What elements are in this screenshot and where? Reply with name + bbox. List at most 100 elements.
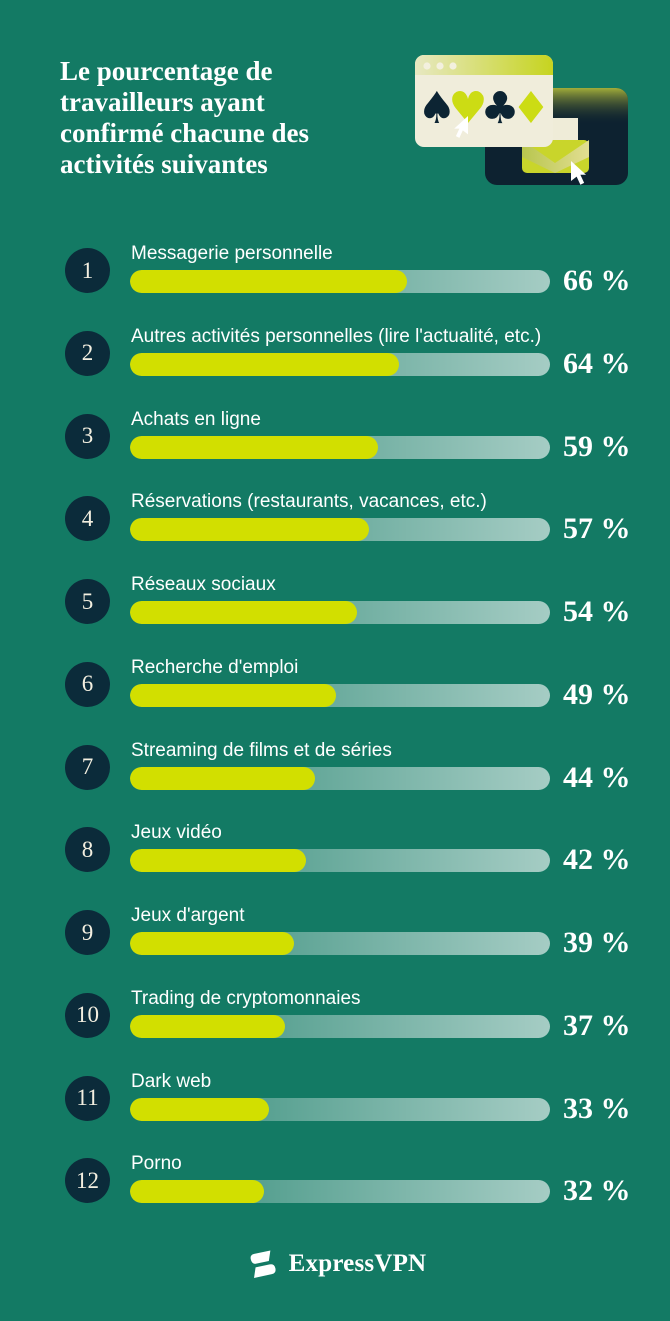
bar-track xyxy=(130,683,550,707)
bar-track xyxy=(130,352,550,376)
bar-track xyxy=(130,932,550,955)
rank-badge: 7 xyxy=(65,744,110,790)
chart-row: 1 Messagerie personnelle 66 % xyxy=(0,240,670,323)
activity-label: Porno xyxy=(131,1153,182,1175)
cursor-icon xyxy=(454,116,468,138)
activity-label: Streaming de films et de séries xyxy=(131,739,392,761)
activity-label: Dark web xyxy=(131,1070,212,1092)
value-label: 49 % xyxy=(563,677,631,711)
cursor-icon xyxy=(571,161,586,185)
chart-row: 10 Trading de cryptomonnaies 37 % xyxy=(0,985,670,1068)
rank-badge: 9 xyxy=(65,910,110,955)
rank-badge: 4 xyxy=(65,496,110,542)
activity-label: Messagerie personnelle xyxy=(131,243,333,264)
value-label: 33 % xyxy=(563,1091,631,1125)
brand-logo: ExpressVPN xyxy=(0,1244,670,1284)
bar-fill xyxy=(130,849,307,873)
chart-row: 2 Autres activités personnelles (lire l'… xyxy=(0,323,670,406)
bar-track xyxy=(130,1014,550,1038)
value-label: 32 % xyxy=(563,1174,631,1208)
value-label: 57 % xyxy=(563,512,631,546)
diamond-icon: ♦ xyxy=(511,83,550,134)
rank-badge: 3 xyxy=(65,413,110,459)
rank-badge: 5 xyxy=(65,579,110,624)
bar-track xyxy=(130,518,550,542)
bar-fill xyxy=(130,1180,265,1204)
bar-fill xyxy=(130,435,378,459)
spade-icon: ♠ xyxy=(417,83,456,134)
bar-track xyxy=(130,849,550,873)
activity-label: Autres activités personnelles (lire l'ac… xyxy=(131,325,542,347)
rank-number: 4 xyxy=(81,505,94,531)
bar-track xyxy=(130,766,550,790)
rank-badge: 10 xyxy=(65,992,110,1038)
rank-number: 1 xyxy=(81,257,94,283)
bar-track xyxy=(130,270,550,293)
browser-window-icon: ♠ ♥ ♣ ♦ xyxy=(415,55,553,147)
rank-badge: 11 xyxy=(65,1075,110,1121)
chart-row: 3 Achats en ligne 59 % xyxy=(0,406,670,489)
bar-track xyxy=(130,601,550,624)
value-label: 44 % xyxy=(563,760,631,794)
bar-fill xyxy=(130,1097,269,1121)
value-label: 66 % xyxy=(563,264,631,297)
expressvpn-logomark-icon xyxy=(250,1250,276,1278)
bar-fill xyxy=(130,352,399,376)
rank-number: 3 xyxy=(81,423,94,448)
chart-row: 12 Porno 32 % xyxy=(0,1150,670,1233)
bar-track xyxy=(130,1097,550,1121)
rank-badge: 6 xyxy=(65,661,110,707)
chart-row: 5 Réseaux sociaux 54 % xyxy=(0,571,670,654)
value-label: 37 % xyxy=(563,1008,631,1042)
rank-badge: 1 xyxy=(65,248,110,293)
bar-fill xyxy=(130,932,294,955)
window-dot-icon xyxy=(449,62,457,70)
rank-number: 7 xyxy=(81,754,94,779)
activity-label: Réseaux sociaux xyxy=(131,574,276,595)
browser-cards-illustration: ♠ ♥ ♣ ♦ xyxy=(415,55,628,185)
bar-fill xyxy=(130,601,357,624)
value-label: 64 % xyxy=(563,346,631,380)
page-title: Le pourcentage de travailleurs ayant con… xyxy=(60,56,309,179)
rank-badge: 12 xyxy=(65,1158,110,1204)
rank-number: 6 xyxy=(81,671,94,697)
brand-wordmark: ExpressVPN xyxy=(288,1250,427,1277)
activity-label: Recherche d'emploi xyxy=(131,656,299,678)
bar-fill xyxy=(130,1014,286,1038)
rank-number: 12 xyxy=(76,1167,99,1193)
bar-fill xyxy=(130,270,408,293)
rank-number: 8 xyxy=(81,836,94,862)
rank-badge: 8 xyxy=(65,827,110,873)
activity-label: Trading de cryptomonnaies xyxy=(131,987,361,1009)
window-dot-icon xyxy=(436,62,444,70)
activity-label: Réservations (restaurants, vacances, etc… xyxy=(131,491,487,513)
rank-number: 5 xyxy=(81,588,94,614)
value-label: 42 % xyxy=(563,843,631,877)
rank-number: 11 xyxy=(76,1085,99,1110)
activity-label: Jeux vidéo xyxy=(131,822,222,844)
bar-fill xyxy=(130,766,315,790)
rank-number: 9 xyxy=(81,919,94,945)
window-dot-icon xyxy=(423,62,431,70)
activity-label: Jeux d'argent xyxy=(131,905,245,926)
club-icon: ♣ xyxy=(480,83,519,134)
chart-row: 6 Recherche d'emploi 49 % xyxy=(0,654,670,737)
rank-badge: 2 xyxy=(65,330,110,376)
rank-number: 10 xyxy=(76,1002,99,1028)
chart-row: 9 Jeux d'argent 39 % xyxy=(0,902,670,985)
bar-chart: 1 Messagerie personnelle 66 % 2 Autres a… xyxy=(0,240,670,1233)
activity-label: Achats en ligne xyxy=(131,408,261,430)
chart-row: 7 Streaming de films et de séries 44 % xyxy=(0,737,670,820)
value-label: 39 % xyxy=(563,926,631,959)
value-label: 54 % xyxy=(563,595,631,628)
chart-row: 8 Jeux vidéo 42 % xyxy=(0,819,670,902)
rank-number: 2 xyxy=(81,340,94,366)
bar-track xyxy=(130,1180,550,1204)
chart-row: 4 Réservations (restaurants, vacances, e… xyxy=(0,488,670,571)
header-illustration: ♠ ♥ ♣ ♦ xyxy=(405,45,645,200)
bar-fill xyxy=(130,518,370,542)
bar-fill xyxy=(130,683,336,707)
value-label: 59 % xyxy=(563,429,631,463)
bar-track xyxy=(130,435,550,459)
chart-row: 11 Dark web 33 % xyxy=(0,1068,670,1151)
